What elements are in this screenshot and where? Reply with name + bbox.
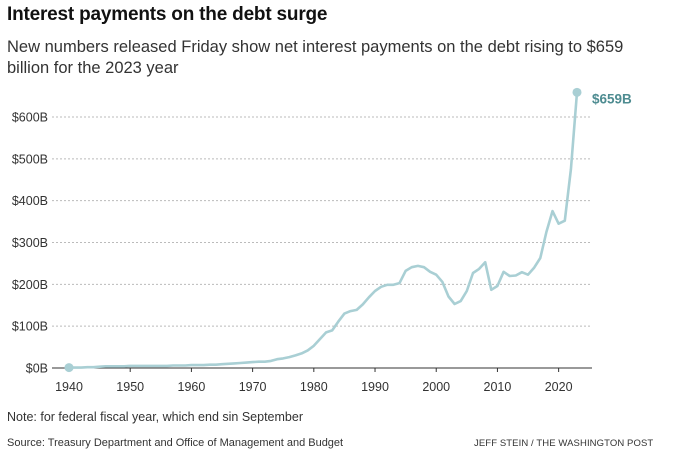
y-tick-label: $100B xyxy=(12,320,48,334)
x-tick-label: 1950 xyxy=(116,380,144,394)
end-point xyxy=(572,87,582,97)
y-axis-labels: $0B $100B $200B $300B $400B $500B $600B xyxy=(12,111,48,376)
x-tick-label: 1980 xyxy=(300,380,328,394)
y-tick-label: $500B xyxy=(12,152,48,166)
line-chart: $0B$100B$200B$300B$400B$500B$600B 1940 19… xyxy=(12,87,632,394)
y-tick-label: $600B xyxy=(12,111,48,125)
x-tick-label: 2010 xyxy=(484,380,512,394)
gridlines xyxy=(52,116,592,327)
annotation-layer: $659B xyxy=(572,87,632,106)
series-start-point xyxy=(64,363,74,373)
x-tick-label: 1940 xyxy=(55,380,83,394)
y-tick-label: $200B xyxy=(12,278,48,292)
y-tick-label: $0B xyxy=(26,362,48,376)
end-value-label: $659B xyxy=(592,91,632,106)
source-line: Source: Treasury Department and Office o… xyxy=(7,437,344,449)
y-tick-label: $300B xyxy=(12,236,48,250)
series-layer xyxy=(64,91,579,373)
x-axis: 1940 1950 1960 1970 1980 1990 2000 2010 2020 xyxy=(52,367,592,394)
chart-title: Interest payments on the debt surge xyxy=(7,4,328,25)
chart-note: Note: for federal fiscal year, which end… xyxy=(7,410,303,424)
credit-line: JEFF STEIN / THE WASHINGTON POST xyxy=(474,438,654,449)
x-tick-label: 2000 xyxy=(422,380,450,394)
x-tick-label: 1990 xyxy=(361,380,389,394)
x-tick-label: 2020 xyxy=(545,380,573,394)
chart-subtitle: New numbers released Friday show net int… xyxy=(7,38,624,77)
x-tick-label: 1960 xyxy=(178,380,206,394)
y-tick-label: $400B xyxy=(12,194,48,208)
x-tick-label: 1970 xyxy=(239,380,267,394)
series-line xyxy=(67,91,579,369)
